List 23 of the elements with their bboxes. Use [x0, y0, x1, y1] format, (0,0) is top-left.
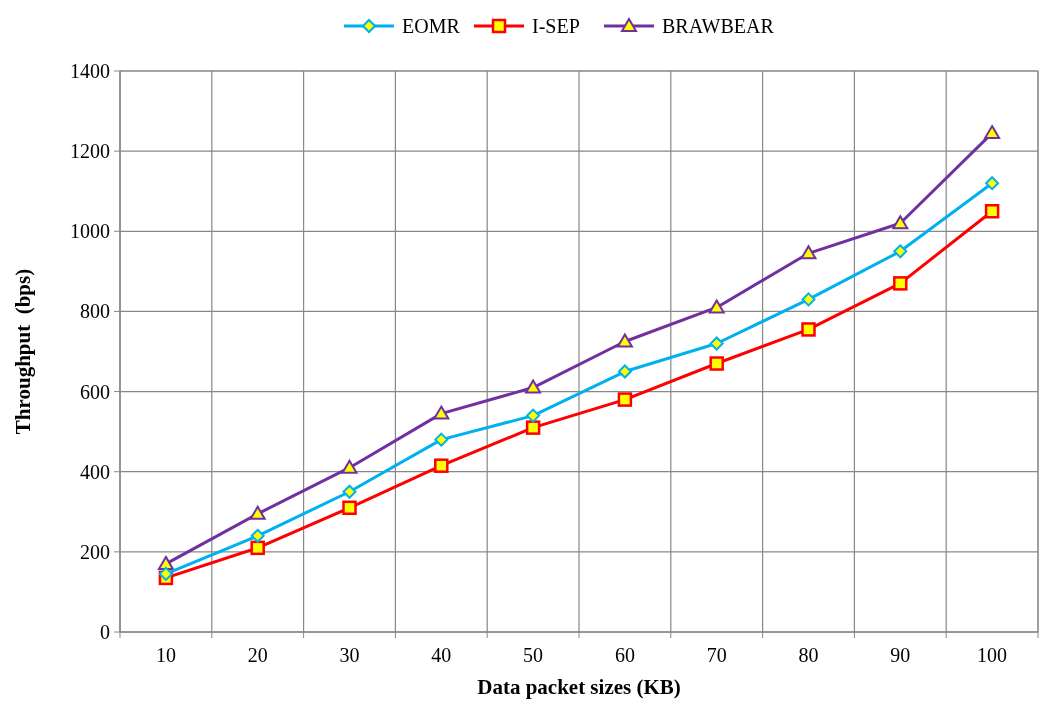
legend-label: EOMR	[402, 15, 461, 37]
legend-label: I-SEP	[532, 15, 580, 37]
x-tick-label: 70	[706, 644, 727, 666]
x-axis-title: Data packet sizes (KB)	[477, 675, 681, 699]
y-tick-label: 400	[80, 460, 110, 483]
y-tick-label: 800	[80, 300, 110, 323]
y-tick-label: 1200	[70, 140, 110, 163]
y-axis-title: Throughput (bps)	[11, 268, 35, 435]
x-tick-label: 50	[523, 644, 544, 666]
x-tick-label: 80	[798, 644, 819, 666]
y-tick-label: 1400	[70, 60, 110, 82]
x-tick-label: 90	[890, 644, 911, 666]
x-tick-label: 20	[247, 644, 268, 666]
x-tick-label: 40	[431, 644, 452, 666]
y-tick-label: 1000	[70, 220, 110, 243]
y-tick-label: 0	[100, 621, 110, 643]
x-tick-label: 10	[155, 644, 176, 666]
y-tick-label: 600	[80, 380, 110, 403]
x-tick-label: 100	[977, 644, 1008, 666]
x-tick-label: 60	[614, 644, 635, 666]
y-tick-label: 200	[80, 540, 110, 563]
x-tick-label: 30	[339, 644, 360, 666]
legend-label: BRAWBEAR	[662, 15, 775, 37]
